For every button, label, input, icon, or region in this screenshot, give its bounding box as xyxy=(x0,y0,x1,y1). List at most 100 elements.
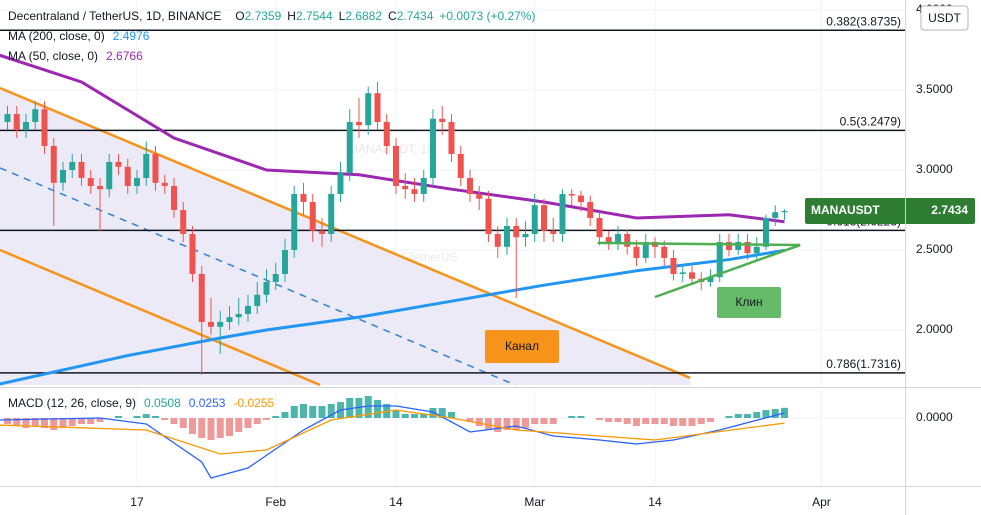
macd-histogram-bar xyxy=(642,418,650,424)
candle-body xyxy=(217,321,224,327)
macd-histogram-bar xyxy=(87,418,95,424)
ma-name: MA (200, close, 0) xyxy=(8,29,105,43)
candle-body xyxy=(448,121,455,154)
macd-histogram-bar xyxy=(605,418,613,422)
macd-histogram-bar xyxy=(651,418,659,424)
candle-body xyxy=(133,177,140,186)
candle-body xyxy=(337,173,344,194)
macd-histogram-bar xyxy=(429,408,437,418)
macd-histogram-bar xyxy=(50,418,58,430)
x-tick-label: Mar xyxy=(524,495,545,509)
candle-body xyxy=(633,246,640,258)
macd-histogram-bar xyxy=(31,418,39,426)
macd-histogram-bar xyxy=(688,418,696,426)
candle-body xyxy=(735,241,742,250)
candle-body xyxy=(13,113,20,130)
candle-body xyxy=(69,161,76,170)
candle-body xyxy=(587,201,594,218)
candle-body xyxy=(124,166,131,186)
candle-body xyxy=(180,209,187,234)
candle-body xyxy=(642,241,649,258)
candle-body xyxy=(198,273,205,322)
candle-body xyxy=(235,313,242,318)
macd-histogram-bar xyxy=(706,418,714,422)
candle-body xyxy=(244,305,251,314)
candle-body xyxy=(402,185,409,190)
macd-histogram-bar xyxy=(59,418,67,428)
candle-body xyxy=(503,225,510,247)
macd-histogram-bar xyxy=(364,396,372,418)
candle-body xyxy=(207,321,214,327)
y-tick-label: 3.5000 xyxy=(916,82,953,96)
fib-label: 0.5(3.2479) xyxy=(840,114,901,128)
candle-body xyxy=(32,109,39,122)
candle-body xyxy=(466,177,473,194)
change: +0.0073 (+0.27%) xyxy=(439,9,535,23)
candle-body xyxy=(170,185,177,210)
macd-histogram-value: 0.0508 xyxy=(144,396,181,410)
candle-body xyxy=(272,273,279,282)
macd-histogram-bar xyxy=(13,418,21,426)
candle-body xyxy=(577,195,584,202)
channel-line xyxy=(0,248,321,386)
candle-body xyxy=(624,233,631,247)
macd-histogram-bar xyxy=(198,418,206,438)
macd-histogram-bar xyxy=(179,418,187,428)
channel-label: Канал xyxy=(505,339,539,353)
macd-histogram-bar xyxy=(623,418,631,424)
candle-body xyxy=(429,118,436,178)
main-pane: MANAUSDT, 1DDecentraland / TetherUS0.382… xyxy=(0,0,905,386)
candle-body xyxy=(59,169,66,183)
channel-center-line xyxy=(0,167,516,386)
candle-body xyxy=(550,230,557,234)
macd-line xyxy=(0,405,785,479)
macd-histogram-bar xyxy=(475,418,483,426)
macd-histogram-bar xyxy=(170,418,178,424)
candle-body xyxy=(22,121,29,130)
channel-label-box xyxy=(485,330,559,363)
macd-histogram-bar xyxy=(309,406,317,418)
ohlc-value: 2.7359 xyxy=(245,9,282,23)
last-price: 2.7434 xyxy=(931,203,968,217)
macd-histogram-bar xyxy=(290,406,298,418)
candle-body xyxy=(50,145,57,183)
quote-label: USDT xyxy=(928,11,961,25)
x-tick-label: Apr xyxy=(812,495,831,509)
macd-histogram-bar xyxy=(595,418,603,420)
macd-histogram-bar xyxy=(420,414,428,418)
candle-body xyxy=(291,193,298,250)
candle-body xyxy=(318,230,325,234)
ma-value: 2.6766 xyxy=(106,49,143,63)
last-price-box xyxy=(805,198,975,225)
header: Decentraland / TetherUS, 1D, BINANCE O2.7… xyxy=(8,9,535,23)
macd-name: MACD (12, 26, close, 9) xyxy=(8,396,136,410)
candle-body xyxy=(485,198,492,234)
macd-histogram-bar xyxy=(262,418,270,420)
macd-histogram-bar xyxy=(244,418,252,428)
macd-histogram-bar xyxy=(346,398,354,418)
macd-histogram-bar xyxy=(753,412,761,418)
candle-body xyxy=(781,211,788,213)
ma-legend: MA (200, close, 0) 2.4976 xyxy=(8,29,150,43)
macd-histogram-bar xyxy=(568,416,576,418)
macd-histogram-bar xyxy=(373,400,381,418)
macd-histogram-bar xyxy=(725,416,733,418)
macd-histogram-bar xyxy=(253,418,261,424)
macd-legend: MACD (12, 26, close, 9) 0.0508 0.0253 -0.02… xyxy=(8,396,274,410)
ohlc-value: 2.7434 xyxy=(397,9,434,23)
candle-body xyxy=(744,241,751,254)
candle-body xyxy=(679,272,686,274)
macd-histogram-bar xyxy=(142,414,150,418)
macd-histogram-bar xyxy=(133,416,141,418)
macd-histogram-bar xyxy=(669,418,677,426)
candle-body xyxy=(596,217,603,238)
macd-histogram-bar xyxy=(549,418,557,424)
candle-body xyxy=(762,217,769,247)
x-tick-label: 14 xyxy=(648,495,662,509)
candle-body xyxy=(540,205,547,231)
candle-body xyxy=(605,237,612,242)
macd-pane xyxy=(0,390,905,485)
macd-histogram-bar xyxy=(734,414,742,418)
quote-badge xyxy=(920,5,969,31)
